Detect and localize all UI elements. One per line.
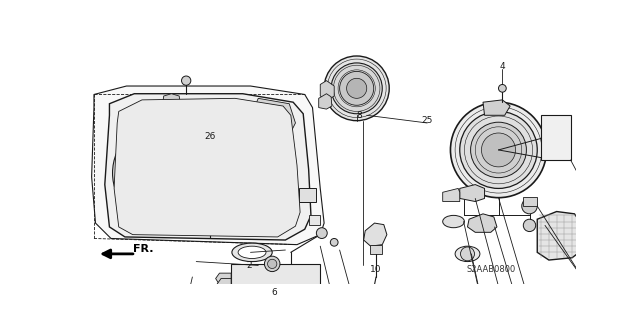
Text: FR.: FR. (132, 244, 153, 254)
FancyBboxPatch shape (541, 115, 571, 160)
Polygon shape (467, 214, 497, 232)
Polygon shape (217, 278, 231, 289)
Text: 8: 8 (356, 111, 362, 120)
Polygon shape (364, 223, 387, 246)
Circle shape (340, 71, 374, 105)
Polygon shape (254, 98, 296, 138)
Circle shape (140, 148, 190, 198)
Circle shape (461, 247, 474, 261)
Polygon shape (483, 100, 510, 115)
Circle shape (220, 145, 266, 191)
Circle shape (499, 85, 506, 92)
Circle shape (252, 305, 261, 314)
Polygon shape (162, 94, 180, 108)
Circle shape (113, 121, 218, 226)
Circle shape (347, 78, 367, 98)
Ellipse shape (238, 246, 266, 258)
Polygon shape (216, 273, 231, 285)
Text: 2: 2 (246, 261, 252, 270)
Circle shape (268, 259, 277, 269)
Circle shape (120, 128, 210, 218)
Circle shape (210, 135, 275, 200)
Circle shape (460, 111, 537, 189)
Polygon shape (460, 185, 484, 202)
Text: 26: 26 (205, 132, 216, 141)
FancyBboxPatch shape (309, 215, 320, 225)
Ellipse shape (443, 215, 465, 228)
FancyBboxPatch shape (524, 197, 537, 206)
FancyBboxPatch shape (300, 189, 316, 202)
Circle shape (324, 56, 389, 121)
Polygon shape (443, 189, 460, 202)
Circle shape (470, 122, 527, 178)
Circle shape (331, 63, 382, 114)
Ellipse shape (455, 246, 480, 262)
Text: 4: 4 (500, 62, 505, 71)
Text: 10: 10 (371, 265, 382, 274)
Circle shape (524, 219, 536, 232)
Polygon shape (114, 98, 300, 237)
Circle shape (481, 133, 516, 167)
Circle shape (522, 198, 537, 214)
Polygon shape (537, 211, 582, 260)
Circle shape (202, 128, 283, 208)
Circle shape (182, 76, 191, 85)
Circle shape (330, 239, 338, 246)
Text: S2AAB0800: S2AAB0800 (466, 265, 515, 274)
Polygon shape (105, 94, 311, 240)
Circle shape (316, 228, 327, 239)
FancyBboxPatch shape (231, 264, 320, 304)
Polygon shape (320, 81, 334, 100)
Polygon shape (319, 94, 332, 109)
Ellipse shape (232, 243, 272, 262)
Circle shape (451, 102, 547, 198)
Text: 25: 25 (422, 116, 433, 125)
Polygon shape (92, 86, 324, 245)
FancyBboxPatch shape (370, 245, 382, 254)
Circle shape (131, 138, 200, 208)
Text: 6: 6 (271, 288, 276, 297)
Circle shape (264, 256, 280, 271)
